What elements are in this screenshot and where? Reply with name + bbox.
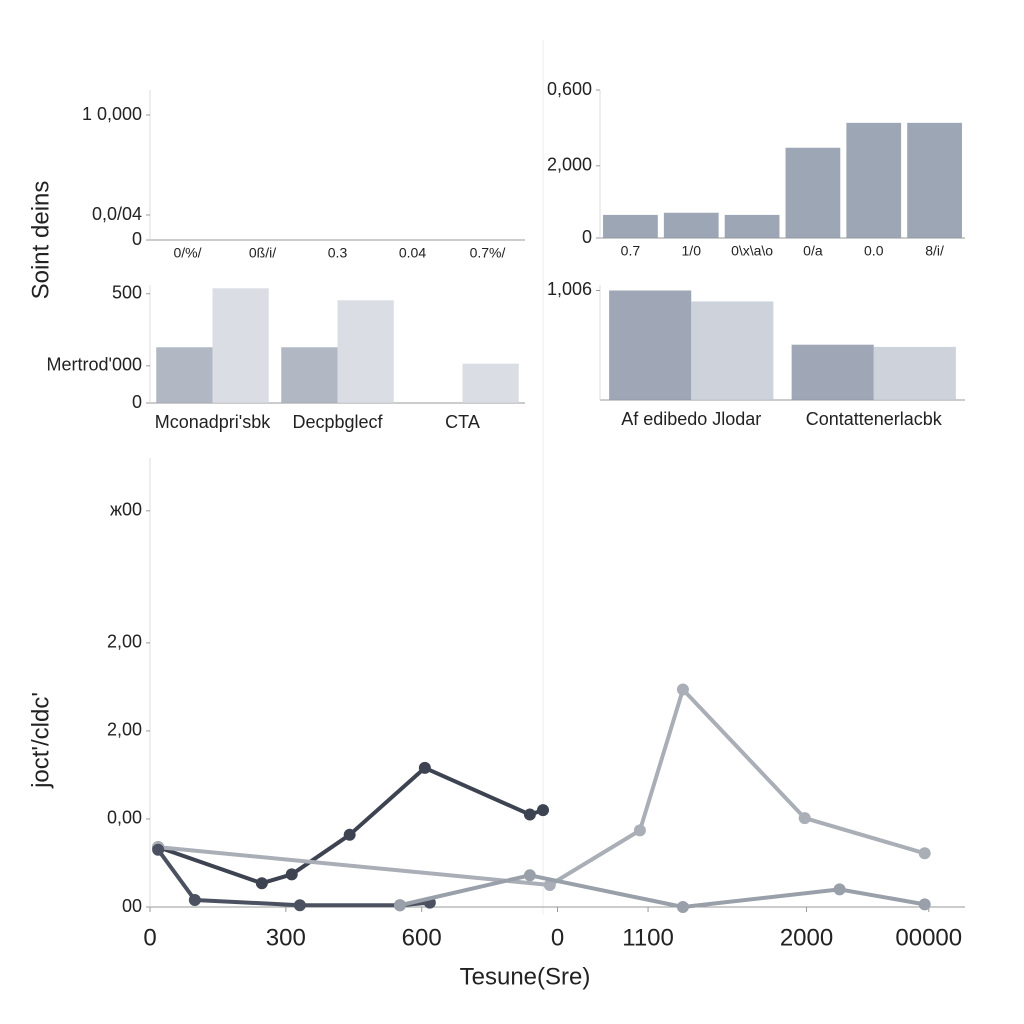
bar — [462, 363, 519, 403]
bar — [785, 147, 841, 238]
bar — [691, 301, 774, 400]
bar — [156, 347, 213, 403]
x-tick-label: Decpbglecf — [292, 412, 383, 432]
y-tick-label: 0,0/04 — [92, 204, 142, 224]
x-tick-label: 0 — [143, 924, 156, 951]
y-tick-label: 1,006 — [547, 279, 592, 299]
point — [676, 901, 689, 913]
point — [293, 899, 306, 912]
x-tick-label: 0.3 — [328, 245, 348, 261]
y-tick-label: 2,00 — [107, 720, 142, 740]
point — [523, 808, 536, 821]
y-tick-label: 0 — [132, 392, 142, 412]
point — [918, 847, 931, 860]
x-tick-label: 0 — [551, 924, 564, 951]
y-tick-label: 0 — [582, 227, 592, 247]
y-tick-label: 1 0,000 — [82, 104, 142, 124]
bar — [609, 290, 692, 400]
x-tick-label: 0.04 — [399, 245, 426, 261]
x-tick-label: CTA — [445, 412, 480, 432]
x-tick-label: 2000 — [780, 924, 833, 951]
point — [833, 883, 846, 896]
bar — [212, 288, 269, 403]
bar — [846, 122, 902, 238]
point — [523, 869, 536, 882]
x-tick-label: 1100 — [622, 924, 674, 951]
point — [676, 683, 689, 696]
y-axis-title: joct'/cldc' — [27, 692, 54, 789]
y-tick-label: Mertrod'000 — [47, 355, 142, 375]
point — [537, 804, 550, 817]
x-tick-label: 0.7%/ — [470, 245, 506, 261]
y-tick-label: 2,000 — [547, 155, 592, 175]
line — [157, 687, 926, 887]
x-tick-label: 0.0 — [864, 243, 884, 259]
x-tick-label: Contattenerlacbk — [806, 409, 943, 429]
y-tick-label: 0,00 — [107, 808, 142, 828]
y-tick-label: ж00 — [110, 500, 142, 520]
y-tick-label: 0,600 — [547, 79, 592, 99]
x-axis-title: Tesune(Sre) — [460, 963, 591, 990]
point — [633, 824, 646, 837]
y-tick-label: 2,00 — [107, 632, 142, 652]
x-tick-label: 0\x\a\o — [731, 243, 773, 259]
point — [393, 899, 406, 912]
point — [188, 893, 201, 906]
bar — [281, 347, 338, 403]
y-axis-title: Soint deins — [27, 181, 54, 300]
y-tick-label: 0 — [132, 229, 142, 249]
x-tick-label: Af edibedo Jlodar — [621, 409, 761, 429]
x-tick-label: 300 — [266, 924, 306, 951]
y-tick-label: 00 — [122, 896, 142, 916]
x-tick-label: 0.7 — [621, 243, 641, 259]
point — [285, 868, 298, 881]
x-tick-label: 8/i/ — [925, 243, 944, 259]
x-tick-label: 00000 — [895, 924, 962, 951]
point — [152, 843, 165, 856]
point — [418, 761, 431, 774]
point — [918, 898, 931, 911]
x-tick-label: 0ß/i/ — [249, 245, 276, 261]
bar — [907, 122, 962, 238]
bar — [663, 212, 719, 238]
point — [798, 812, 811, 825]
x-tick-label: 1/0 — [682, 243, 702, 259]
x-tick-label: 600 — [402, 924, 442, 951]
bar — [791, 344, 874, 400]
x-tick-label: Mconadpri'sbk — [155, 412, 271, 432]
bar — [724, 214, 780, 238]
bar — [873, 346, 956, 400]
bar — [603, 214, 658, 238]
bar — [337, 300, 394, 403]
y-tick-label: 500 — [112, 282, 142, 302]
point — [343, 828, 356, 841]
x-tick-label: 0/%/ — [173, 245, 201, 261]
x-tick-label: 0/a — [803, 243, 823, 259]
point — [255, 877, 268, 890]
